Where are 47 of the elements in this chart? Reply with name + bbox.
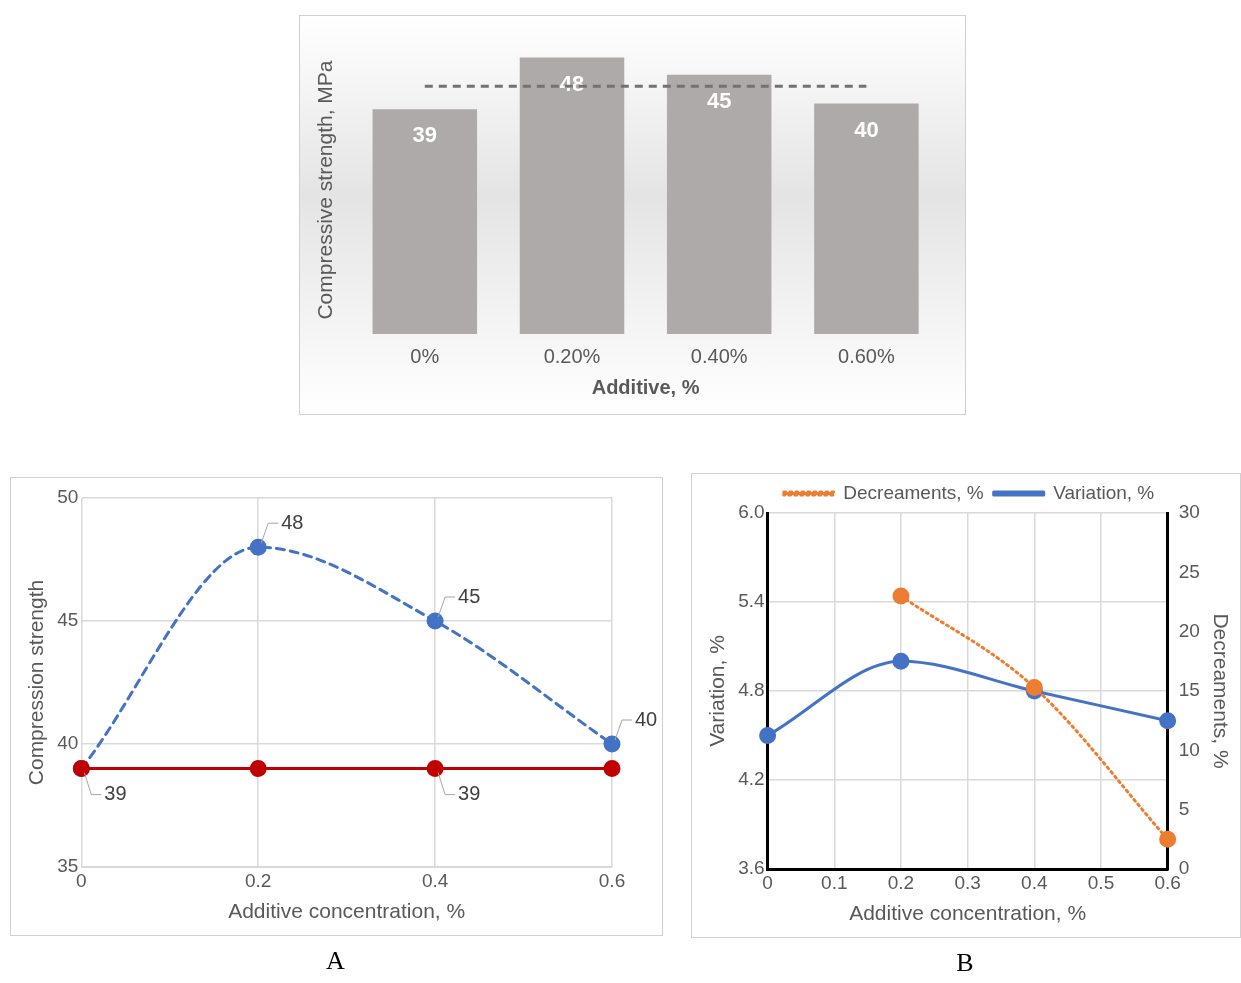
y-axis-title: Variation, % (705, 635, 729, 747)
x-tick-label: 0.5 (1087, 871, 1115, 893)
y-axis-title: Compression strength (24, 579, 48, 786)
data-label: 39 (104, 782, 127, 805)
x-tick-label: 0 (76, 869, 87, 891)
y-tick-label: 6.0 (738, 501, 765, 523)
y-tick-label: 3.6 (738, 857, 765, 879)
y2-tick-label: 15 (1178, 679, 1200, 701)
x-tick-label: 0.6 (598, 869, 626, 891)
x-tick-label: 0.2 (245, 869, 272, 891)
y2-tick-label: 10 (1178, 738, 1200, 760)
y2-axis-title: Decreaments, % (1209, 613, 1233, 769)
data-label: 45 (706, 87, 732, 113)
x-tick-label: 0.3 (954, 871, 981, 893)
data-label: 39 (412, 122, 438, 148)
y2-tick-label: 25 (1178, 560, 1200, 582)
y-tick-label: 4.8 (738, 679, 765, 701)
y-tick-label: 40 (57, 732, 79, 754)
y-tick-label: 5.4 (738, 590, 766, 612)
x-tick-label: 0.1 (821, 871, 848, 893)
text: B (955, 948, 975, 978)
legend-label: Decreaments, % (843, 481, 984, 503)
x-tick-label: 0.20% (543, 344, 601, 367)
y2-tick-label: 20 (1178, 619, 1200, 641)
x-axis-title: Additive, % (591, 375, 700, 398)
y2-tick-label: 5 (1178, 797, 1190, 819)
y-axis-title: Compressive strength, MPa (313, 60, 337, 320)
x-tick-label: 0.4 (421, 869, 449, 891)
x-axis-title: Additive concentration, % (849, 901, 1087, 925)
text: A (325, 946, 346, 976)
y2-tick-label: 30 (1178, 501, 1200, 523)
x-tick-label: 0.6 (1154, 871, 1181, 893)
x-tick-label: 0% (410, 344, 440, 367)
data-label: 45 (458, 584, 481, 607)
x-tick-label: 0.4 (1021, 871, 1048, 893)
data-label: 40 (635, 707, 658, 730)
y-tick-label: 50 (57, 486, 79, 508)
data-label: 39 (458, 782, 481, 805)
x-tick-label: 0.40% (690, 344, 748, 367)
y-tick-label: 45 (57, 609, 79, 631)
x-axis-title: Additive concentration, % (228, 899, 466, 923)
legend-label: Variation, % (1053, 481, 1155, 503)
x-tick-label: 0.60% (838, 344, 895, 367)
x-tick-label: 0.2 (887, 871, 915, 893)
y-tick-label: 4.2 (738, 768, 765, 790)
data-label: 48 (281, 510, 304, 533)
data-label: 40 (854, 116, 879, 142)
